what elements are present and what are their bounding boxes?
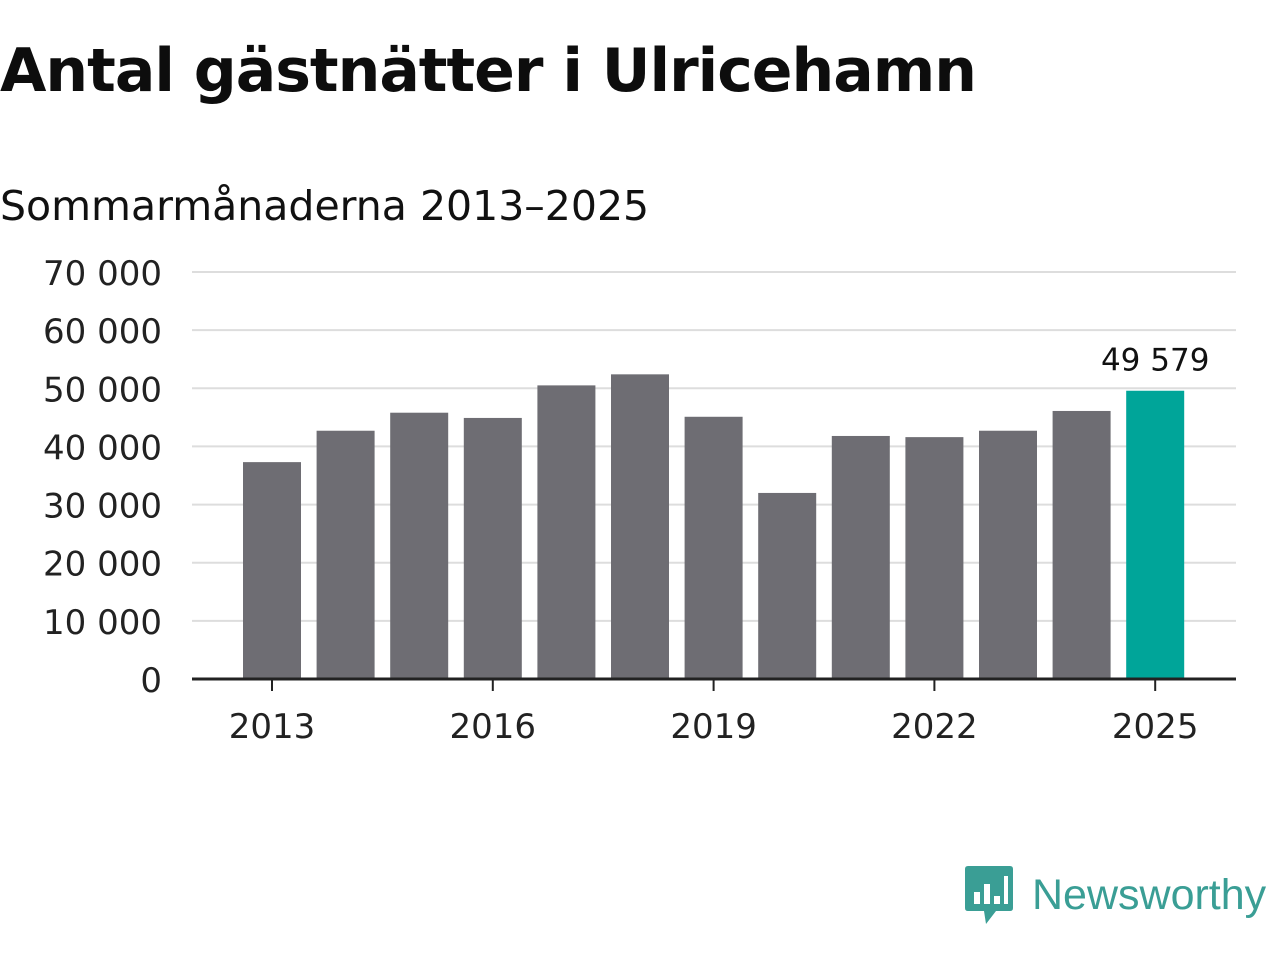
x-tick-label: 2025 — [1112, 707, 1199, 747]
bar — [390, 412, 449, 679]
bar-chart: 0 10 000 20 000 30 000 40 000 50 000 60 000 70 … — [43, 254, 1236, 747]
bar — [831, 435, 890, 679]
y-tick-label: 20 000 — [43, 545, 162, 585]
bar — [463, 417, 522, 679]
y-tick-label: 60 000 — [43, 312, 162, 352]
bar — [979, 430, 1037, 679]
bar — [905, 437, 964, 679]
data-label: 49 579 — [1101, 343, 1209, 379]
x-tick-label: 2019 — [670, 707, 757, 747]
brand-logo: Newsworthy — [964, 864, 1266, 926]
chart-subtitle: Sommarmånaderna 2013–2025 — [0, 182, 650, 230]
y-tick-label: 10 000 — [43, 603, 162, 643]
bar — [1052, 410, 1111, 679]
x-tick-label: 2016 — [450, 707, 537, 747]
bar — [611, 374, 669, 679]
x-tick-label: 2022 — [891, 707, 978, 747]
bar — [537, 385, 596, 679]
newsworthy-logo-icon — [965, 866, 1013, 924]
y-tick-label: 70 000 — [43, 254, 162, 294]
y-tick-label: 50 000 — [43, 370, 162, 410]
bar — [684, 416, 743, 679]
y-tick-label: 30 000 — [43, 487, 162, 527]
x-tick-label: 2013 — [229, 707, 316, 747]
y-tick-label: 0 — [140, 661, 162, 701]
bar — [1126, 390, 1185, 679]
bar — [243, 462, 301, 679]
chart-title: Antal gästnätter i Ulricehamn — [0, 36, 977, 106]
bar — [758, 492, 817, 679]
brand-name: Newsworthy — [1032, 870, 1267, 919]
y-tick-label: 40 000 — [43, 428, 162, 468]
bar — [316, 430, 375, 679]
